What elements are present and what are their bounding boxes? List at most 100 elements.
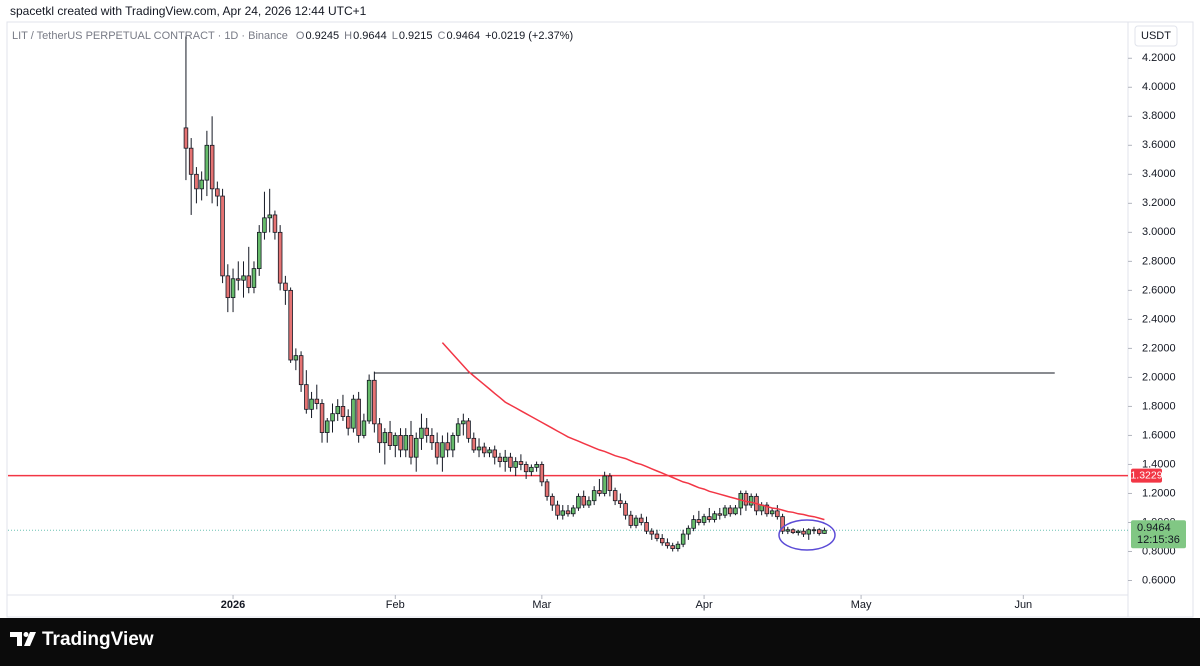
candle-body: [748, 495, 754, 506]
candle-body: [466, 420, 471, 439]
candle-body: [508, 456, 513, 468]
candle-body: [277, 231, 283, 284]
candle-body: [481, 446, 487, 454]
candle-body: [769, 510, 775, 515]
candle-body: [670, 545, 675, 549]
candle-body: [372, 379, 377, 425]
candle-body: [602, 475, 607, 494]
candle-body: [199, 179, 204, 190]
change: +0.0219 (+2.37%): [485, 30, 573, 42]
logo-dot: [23, 632, 29, 637]
y-tick-label: 1.8000: [1142, 400, 1176, 412]
last-price-label: 0.9464: [1137, 522, 1171, 534]
candle-body: [330, 413, 335, 422]
candle-body: [550, 495, 555, 506]
candle-body: [806, 529, 812, 535]
y-tick-label: 1.2000: [1142, 487, 1176, 499]
candle-body: [487, 449, 492, 454]
candle-body: [366, 379, 372, 422]
x-tick-label: May: [851, 599, 872, 611]
candle-body: [455, 423, 461, 436]
x-tick-label: Jun: [1014, 599, 1032, 611]
highlight-ellipse: [778, 519, 836, 551]
candle-body: [623, 503, 628, 516]
background: [0, 0, 1200, 618]
last-price-box: [1131, 520, 1186, 549]
candle-body: [817, 529, 822, 534]
candle-body: [387, 432, 393, 446]
plot: [8, 36, 1128, 552]
candle-body: [319, 403, 325, 433]
candle-body: [801, 530, 806, 535]
y-tick-label: 2.4000: [1142, 313, 1176, 325]
candle-body: [440, 442, 445, 458]
x-tick-label: Mar: [532, 599, 551, 611]
y-tick-label: 3.6000: [1142, 139, 1176, 151]
candle-body: [633, 517, 639, 526]
x-tick-label: 2026: [221, 599, 245, 611]
candle-body: [209, 144, 215, 190]
y-tick-label: 4.0000: [1142, 81, 1176, 93]
currency-box[interactable]: [1134, 25, 1178, 47]
candle-body: [675, 543, 681, 549]
candle-body: [393, 435, 398, 446]
candle-body: [382, 432, 388, 444]
candle-body: [728, 507, 733, 515]
candle-body: [314, 398, 320, 404]
header-text: spacetkl created with TradingView.com, A…: [10, 4, 367, 18]
level-price-box: [1131, 468, 1162, 483]
candle-body: [733, 507, 738, 515]
candle-body: [764, 504, 770, 515]
candle-body: [293, 355, 299, 361]
candle-body: [555, 504, 560, 516]
y-tick-label: 4.2000: [1142, 52, 1176, 64]
candle-body: [450, 435, 456, 451]
candle-body: [377, 423, 382, 444]
candle-body: [309, 398, 314, 410]
candle-body: [215, 188, 220, 197]
candle-body: [701, 516, 707, 523]
candle-body: [639, 517, 644, 523]
candle-body: [225, 275, 231, 299]
ohlc-letter: C: [438, 30, 446, 42]
candle-body: [445, 442, 450, 451]
candle-body: [722, 507, 728, 516]
candle-body: [717, 513, 723, 516]
candle-body: [220, 195, 225, 277]
candle-body: [811, 529, 817, 532]
candle-body: [539, 464, 545, 483]
candle-body: [324, 420, 330, 433]
candle-body: [361, 420, 367, 436]
legend: LIT / TetherUS PERPETUAL CONTRACT · 1D ·…: [12, 30, 573, 42]
candle-body: [649, 530, 655, 535]
logo-mark: [10, 632, 22, 646]
candle-body: [304, 384, 309, 410]
candle-body: [796, 530, 801, 534]
x-tick-label: Feb: [386, 599, 405, 611]
ohlc-letter: H: [344, 30, 352, 42]
candle-body: [345, 416, 351, 429]
candle-body: [576, 495, 581, 509]
candle-body: [419, 427, 424, 439]
candle-body: [413, 437, 419, 458]
candle-body: [246, 275, 251, 288]
x-tick-label: Apr: [696, 599, 713, 611]
ohlc-value: 0.9644: [353, 30, 387, 42]
candle-body: [780, 516, 785, 532]
y-tick-label: 3.0000: [1142, 226, 1176, 238]
candle-body: [194, 173, 199, 190]
candle-body: [272, 214, 278, 233]
candle-body: [283, 282, 288, 291]
currency[interactable]: USDT: [1141, 30, 1171, 42]
ohlc-value: 0.9464: [446, 30, 480, 42]
candle-body: [597, 490, 602, 494]
candle-body: [241, 275, 246, 281]
candle-body: [660, 538, 665, 544]
level-price-label: 1.3229: [1130, 469, 1162, 481]
candle-body: [251, 268, 257, 288]
candle-body: [665, 542, 670, 547]
candle-body: [262, 217, 267, 233]
candle-body: [560, 510, 566, 516]
y-tick-label: 2.2000: [1142, 342, 1176, 354]
